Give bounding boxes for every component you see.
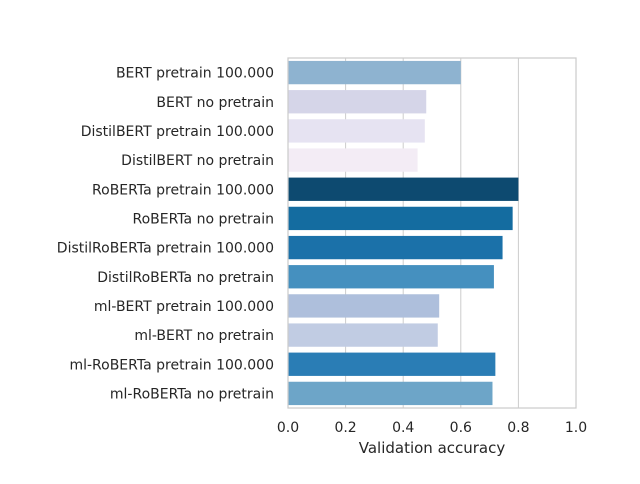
bar <box>288 352 496 376</box>
plot-frame <box>287 57 577 409</box>
y-tick-label: RoBERTa no pretrain <box>132 211 274 227</box>
bar <box>288 148 418 172</box>
y-tick-label: RoBERTa pretrain 100.000 <box>92 182 274 198</box>
bar <box>288 177 519 201</box>
x-tick-label: 0.0 <box>277 420 299 436</box>
x-tick-label: 0.6 <box>450 420 472 436</box>
bar <box>288 265 494 289</box>
y-tick-label: ml-BERT no pretrain <box>134 328 274 344</box>
x-tick-label: 0.2 <box>334 420 356 436</box>
bar <box>288 323 438 347</box>
bar <box>288 60 461 85</box>
bar <box>288 381 493 406</box>
x-axis-label: Validation accuracy <box>359 439 506 457</box>
bar <box>288 206 513 231</box>
x-tick-label: 0.8 <box>507 420 529 436</box>
y-tick-label: DistilBERT no pretrain <box>121 153 274 169</box>
y-tick-label: DistilBERT pretrain 100.000 <box>81 124 274 140</box>
y-tick-label: BERT pretrain 100.000 <box>116 66 274 82</box>
y-tick-label: DistilRoBERTa no pretrain <box>97 270 274 286</box>
x-tick-label: 1.0 <box>565 420 587 436</box>
bar <box>288 294 440 318</box>
y-tick-labels: BERT pretrain 100.000 BERT no pretrain Dis… <box>57 66 274 403</box>
bars <box>288 60 519 406</box>
y-tick-label: BERT no pretrain <box>156 95 274 111</box>
x-tick-labels: 0.0 0.2 0.4 0.6 0.8 1.0 <box>277 420 587 436</box>
y-tick-label: DistilRoBERTa pretrain 100.000 <box>57 241 274 257</box>
y-tick-label: ml-BERT pretrain 100.000 <box>94 299 274 315</box>
y-tick-label: ml-RoBERTa no pretrain <box>110 386 274 402</box>
bar <box>288 90 427 114</box>
bar <box>288 119 425 143</box>
x-tick-label: 0.4 <box>392 420 414 436</box>
y-tick-label: ml-RoBERTa pretrain 100.000 <box>69 357 274 373</box>
bar <box>288 235 503 260</box>
